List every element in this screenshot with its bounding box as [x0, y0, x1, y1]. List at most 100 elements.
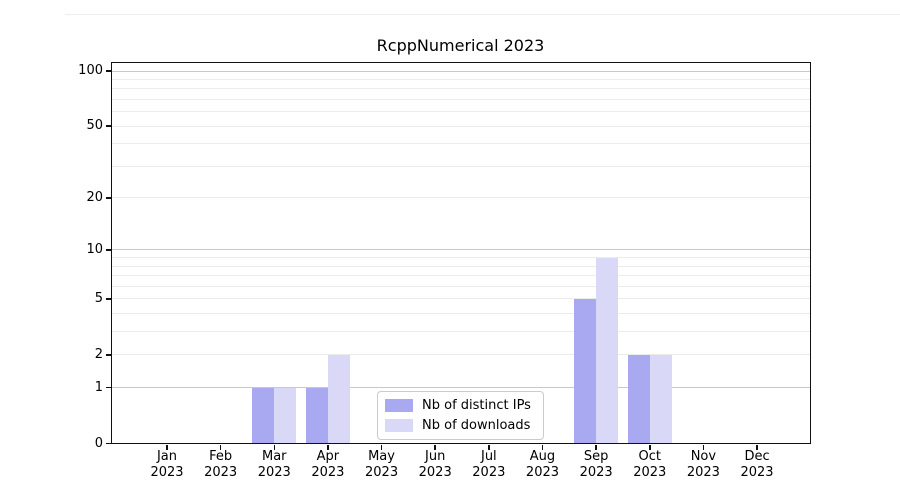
x-axis-tick: [702, 445, 705, 450]
bar-downloads: [649, 354, 672, 444]
gridline-minor: [112, 197, 810, 199]
x-tick-month: Oct: [638, 449, 661, 464]
y-axis-tick: [106, 298, 111, 300]
x-tick-year: 2023: [525, 464, 560, 480]
legend-label: Nb of downloads: [422, 418, 531, 433]
y-tick-label: 10: [86, 241, 103, 257]
x-tick-label: Nov 2023: [672, 449, 734, 480]
y-tick-label: 100: [78, 63, 103, 78]
x-tick-year: 2023: [204, 464, 238, 480]
gridline-minor: [112, 165, 810, 167]
x-tick-month: Dec: [744, 449, 770, 464]
x-tick-month: Feb: [209, 449, 233, 464]
x-axis-tick: [327, 445, 329, 450]
x-tick-label: Feb 2023: [190, 449, 252, 480]
x-tick-label: Apr 2023: [297, 449, 359, 480]
y-tick-label: 20: [86, 189, 103, 205]
y-axis-tick: [106, 354, 111, 356]
x-tick-month: Aug: [529, 449, 556, 464]
gridline-minor: [112, 143, 810, 145]
x-tick-label: Aug 2023: [511, 449, 573, 480]
bar-distinct-ips: [252, 387, 275, 444]
plot-area: [111, 62, 811, 444]
x-tick-month: Jun: [425, 449, 446, 464]
y-axis-tick: [106, 197, 111, 199]
chart-title: RcppNumerical 2023: [376, 36, 545, 55]
x-tick-year: 2023: [418, 464, 452, 480]
x-tick-label: Jun 2023: [404, 449, 466, 480]
x-tick-year: 2023: [472, 464, 506, 480]
x-axis-tick: [756, 445, 758, 450]
legend-swatch: [385, 399, 413, 412]
x-tick-month: Nov: [690, 449, 717, 464]
gridline-minor: [112, 88, 810, 90]
x-axis-tick: [434, 445, 436, 450]
x-tick-year: 2023: [579, 464, 613, 480]
bar-distinct-ips: [306, 387, 328, 444]
gridline-minor: [112, 125, 810, 127]
gridline-minor: [112, 98, 810, 100]
x-axis-tick: [541, 445, 544, 450]
bar-downloads: [327, 354, 350, 444]
gridline-minor: [112, 275, 810, 277]
x-tick-month: Sep: [583, 449, 609, 464]
x-tick-year: 2023: [257, 464, 291, 480]
gridline-minor: [112, 285, 810, 287]
page-divider-line: [65, 14, 900, 15]
x-tick-year: 2023: [740, 464, 774, 480]
x-tick-month: Jul: [480, 449, 497, 464]
gridline-minor: [112, 111, 810, 113]
x-axis-tick: [488, 445, 490, 450]
x-tick-month: May: [368, 449, 395, 464]
legend-label: Nb of distinct IPs: [422, 398, 531, 413]
x-tick-label: Mar 2023: [243, 449, 305, 480]
x-axis-tick: [595, 445, 597, 450]
bar-downloads: [596, 257, 618, 444]
x-tick-label: Dec 2023: [726, 449, 788, 480]
x-tick-label: Jan 2023: [136, 449, 198, 480]
x-axis-tick: [649, 445, 651, 450]
x-tick-label: Jul 2023: [458, 449, 520, 480]
x-tick-month: Mar: [262, 449, 287, 464]
x-tick-month: Apr: [316, 449, 340, 464]
gridline-minor: [112, 78, 810, 80]
y-tick-label: 2: [94, 346, 103, 362]
x-axis-tick: [273, 445, 276, 450]
bar-distinct-ips: [574, 298, 597, 444]
gridline-minor: [112, 265, 810, 267]
y-tick-label: 1: [94, 379, 103, 395]
x-tick-year: 2023: [311, 464, 345, 480]
x-tick-year: 2023: [365, 464, 399, 480]
bar-distinct-ips: [627, 354, 650, 444]
x-axis-tick: [380, 445, 383, 450]
gridline-minor: [112, 257, 810, 259]
gridline-major: [112, 249, 810, 251]
y-tick-label: 5: [94, 290, 103, 306]
x-tick-label: May 2023: [351, 449, 413, 480]
x-tick-label: Oct 2023: [619, 449, 681, 480]
legend-item: Nb of distinct IPs: [385, 397, 536, 414]
gridline-major: [112, 387, 810, 389]
y-axis-tick: [106, 442, 111, 445]
x-axis-tick: [219, 445, 222, 450]
x-tick-year: 2023: [150, 464, 184, 480]
x-tick-year: 2023: [633, 464, 667, 480]
y-tick-label: 0: [94, 435, 103, 451]
y-axis-tick: [106, 249, 111, 251]
gridline-minor: [112, 313, 810, 315]
x-tick-month: Jan: [156, 449, 178, 464]
legend: Nb of distinct IPs Nb of downloads: [377, 391, 544, 440]
gridline-minor: [112, 331, 810, 333]
gridline-major: [112, 70, 810, 72]
y-axis-tick: [106, 70, 111, 72]
x-tick-year: 2023: [686, 464, 720, 480]
y-axis-tick: [106, 125, 111, 127]
legend-swatch: [385, 419, 413, 432]
bar-downloads: [274, 387, 297, 444]
x-axis-tick: [166, 445, 168, 450]
y-tick-label: 50: [86, 118, 103, 134]
legend-item: Nb of downloads: [385, 417, 536, 434]
y-axis-tick: [106, 386, 111, 389]
gridline-minor: [112, 354, 810, 356]
